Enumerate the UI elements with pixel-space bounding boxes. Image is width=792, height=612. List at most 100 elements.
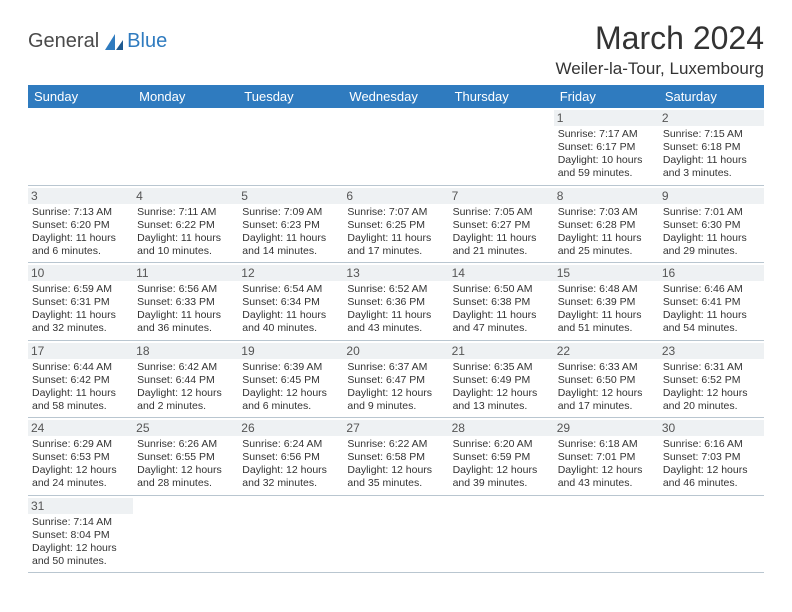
calendar-cell: 29Sunrise: 6:18 AMSunset: 7:01 PMDayligh… (554, 418, 659, 496)
calendar-cell: 1 Sunrise: 7:17 AMSunset: 6:17 PMDaylight… (554, 108, 659, 185)
weekday-header: Thursday (449, 85, 554, 108)
day-detail: Sunrise: 6:31 AMSunset: 6:52 PMDaylight:… (663, 361, 760, 414)
location: Weiler-la-Tour, Luxembourg (556, 59, 765, 79)
day-number: 13 (343, 265, 448, 281)
day-number: 24 (28, 420, 133, 436)
day-detail: Sunrise: 6:24 AMSunset: 6:56 PMDaylight:… (242, 438, 339, 491)
calendar-row: 1 Sunrise: 7:17 AMSunset: 6:17 PMDaylight… (28, 108, 764, 185)
logo-word1: General (28, 30, 99, 53)
calendar-cell: 18 Sunrise: 6:42 AMSunset: 6:44 PMDayligh… (133, 340, 238, 418)
day-number: 25 (133, 420, 238, 436)
weekday-header: Tuesday (238, 85, 343, 108)
calendar-cell: 31Sunrise: 7:14 AMSunset: 8:04 PMDayligh… (28, 495, 133, 573)
calendar-cell: 11 Sunrise: 6:56 AMSunset: 6:33 PMDayligh… (133, 263, 238, 341)
calendar-cell-empty (28, 108, 133, 185)
day-detail: Sunrise: 7:09 AMSunset: 6:23 PMDaylight:… (242, 206, 339, 259)
calendar-cell-empty (133, 495, 238, 573)
day-detail: Sunrise: 7:13 AMSunset: 6:20 PMDaylight:… (32, 206, 129, 259)
day-detail: Sunrise: 6:39 AMSunset: 6:45 PMDaylight:… (242, 361, 339, 414)
calendar-cell: 28 Sunrise: 6:20 AMSunset: 6:59 PMDayligh… (449, 418, 554, 496)
day-detail: Sunrise: 7:01 AMSunset: 6:30 PMDaylight:… (663, 206, 760, 259)
calendar-cell: 19Sunrise: 6:39 AMSunset: 6:45 PMDayligh… (238, 340, 343, 418)
calendar-cell-empty (449, 108, 554, 185)
calendar-cell-empty (343, 108, 448, 185)
day-number: 3 (28, 188, 133, 204)
day-detail: Sunrise: 7:07 AMSunset: 6:25 PMDaylight:… (347, 206, 444, 259)
day-number: 1 (554, 110, 659, 126)
calendar-row: 31Sunrise: 7:14 AMSunset: 8:04 PMDayligh… (28, 495, 764, 573)
day-number: 14 (449, 265, 554, 281)
header: General Blue March 2024 Weiler-la-Tour, … (28, 20, 764, 79)
day-detail: Sunrise: 6:33 AMSunset: 6:50 PMDaylight:… (558, 361, 655, 414)
day-detail: Sunrise: 6:46 AMSunset: 6:41 PMDaylight:… (663, 283, 760, 336)
calendar-body: 1 Sunrise: 7:17 AMSunset: 6:17 PMDaylight… (28, 108, 764, 573)
calendar-cell: 13 Sunrise: 6:52 AMSunset: 6:36 PMDayligh… (343, 263, 448, 341)
day-detail: Sunrise: 6:52 AMSunset: 6:36 PMDaylight:… (347, 283, 444, 336)
calendar-cell: 15Sunrise: 6:48 AMSunset: 6:39 PMDayligh… (554, 263, 659, 341)
day-number: 8 (554, 188, 659, 204)
day-detail: Sunrise: 6:42 AMSunset: 6:44 PMDaylight:… (137, 361, 234, 414)
calendar-cell: 2 Sunrise: 7:15 AMSunset: 6:18 PMDaylight… (659, 108, 764, 185)
weekday-header: Wednesday (343, 85, 448, 108)
day-number: 23 (659, 343, 764, 359)
day-number: 30 (659, 420, 764, 436)
calendar-cell: 14 Sunrise: 6:50 AMSunset: 6:38 PMDayligh… (449, 263, 554, 341)
day-number: 16 (659, 265, 764, 281)
day-detail: Sunrise: 6:20 AMSunset: 6:59 PMDaylight:… (453, 438, 550, 491)
day-detail: Sunrise: 7:17 AMSunset: 6:17 PMDaylight:… (558, 128, 655, 181)
calendar-cell: 24 Sunrise: 6:29 AMSunset: 6:53 PMDayligh… (28, 418, 133, 496)
day-detail: Sunrise: 6:50 AMSunset: 6:38 PMDaylight:… (453, 283, 550, 336)
calendar-cell: 10 Sunrise: 6:59 AMSunset: 6:31 PMDayligh… (28, 263, 133, 341)
day-number: 28 (449, 420, 554, 436)
day-number: 27 (343, 420, 448, 436)
day-detail: Sunrise: 6:44 AMSunset: 6:42 PMDaylight:… (32, 361, 129, 414)
weekday-header: Saturday (659, 85, 764, 108)
day-number: 29 (554, 420, 659, 436)
day-detail: Sunrise: 6:16 AMSunset: 7:03 PMDaylight:… (663, 438, 760, 491)
day-detail: Sunrise: 6:26 AMSunset: 6:55 PMDaylight:… (137, 438, 234, 491)
calendar-cell: 23 Sunrise: 6:31 AMSunset: 6:52 PMDayligh… (659, 340, 764, 418)
calendar-cell-empty (133, 108, 238, 185)
day-detail: Sunrise: 6:35 AMSunset: 6:49 PMDaylight:… (453, 361, 550, 414)
calendar-table: SundayMondayTuesdayWednesdayThursdayFrid… (28, 85, 764, 573)
calendar-cell-empty (343, 495, 448, 573)
calendar-cell: 30 Sunrise: 6:16 AMSunset: 7:03 PMDayligh… (659, 418, 764, 496)
calendar-cell: 9 Sunrise: 7:01 AMSunset: 6:30 PMDaylight… (659, 185, 764, 263)
day-detail: Sunrise: 6:56 AMSunset: 6:33 PMDaylight:… (137, 283, 234, 336)
day-number: 26 (238, 420, 343, 436)
day-number: 7 (449, 188, 554, 204)
day-number: 17 (28, 343, 133, 359)
calendar-cell: 27 Sunrise: 6:22 AMSunset: 6:58 PMDayligh… (343, 418, 448, 496)
title-block: March 2024 Weiler-la-Tour, Luxembourg (556, 20, 765, 79)
day-number: 10 (28, 265, 133, 281)
calendar-cell: 17 Sunrise: 6:44 AMSunset: 6:42 PMDayligh… (28, 340, 133, 418)
day-detail: Sunrise: 6:59 AMSunset: 6:31 PMDaylight:… (32, 283, 129, 336)
day-number: 21 (449, 343, 554, 359)
calendar-cell-empty (554, 495, 659, 573)
calendar-cell: 5Sunrise: 7:09 AMSunset: 6:23 PMDaylight… (238, 185, 343, 263)
logo-word2: Blue (127, 30, 167, 53)
day-number: 18 (133, 343, 238, 359)
day-detail: Sunrise: 7:15 AMSunset: 6:18 PMDaylight:… (663, 128, 760, 181)
day-detail: Sunrise: 6:37 AMSunset: 6:47 PMDaylight:… (347, 361, 444, 414)
logo: General Blue (28, 30, 167, 53)
calendar-cell: 8 Sunrise: 7:03 AMSunset: 6:28 PMDaylight… (554, 185, 659, 263)
calendar-cell-empty (659, 495, 764, 573)
calendar-row: 24 Sunrise: 6:29 AMSunset: 6:53 PMDayligh… (28, 418, 764, 496)
day-number: 12 (238, 265, 343, 281)
weekday-header: Sunday (28, 85, 133, 108)
day-number: 15 (554, 265, 659, 281)
day-number: 9 (659, 188, 764, 204)
weekday-header: Monday (133, 85, 238, 108)
calendar-cell-empty (238, 495, 343, 573)
day-detail: Sunrise: 7:03 AMSunset: 6:28 PMDaylight:… (558, 206, 655, 259)
day-detail: Sunrise: 6:29 AMSunset: 6:53 PMDaylight:… (32, 438, 129, 491)
day-number: 6 (343, 188, 448, 204)
calendar-cell-empty (238, 108, 343, 185)
day-number: 11 (133, 265, 238, 281)
day-number: 2 (659, 110, 764, 126)
day-detail: Sunrise: 6:22 AMSunset: 6:58 PMDaylight:… (347, 438, 444, 491)
calendar-cell: 4Sunrise: 7:11 AMSunset: 6:22 PMDaylight… (133, 185, 238, 263)
calendar-row: 17 Sunrise: 6:44 AMSunset: 6:42 PMDayligh… (28, 340, 764, 418)
day-number: 22 (554, 343, 659, 359)
